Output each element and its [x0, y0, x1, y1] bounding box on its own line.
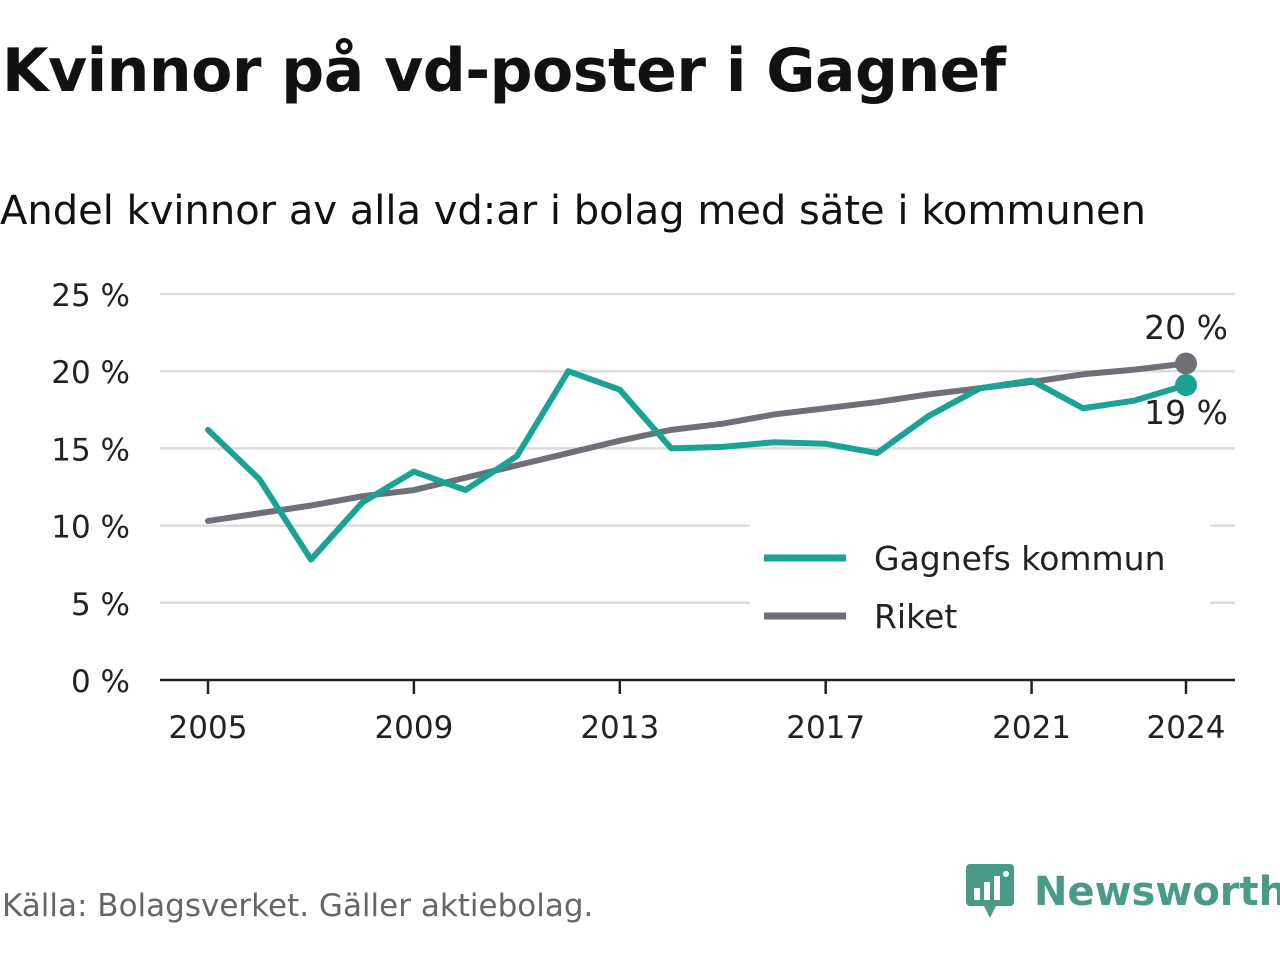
end-label-gagnef: 19 %: [1144, 393, 1228, 432]
chart-subtitle: Andel kvinnor av alla vd:ar i bolag med …: [0, 188, 1146, 234]
legend: Gagnefs kommun Riket: [750, 522, 1210, 648]
x-tick-label: 2021: [992, 710, 1071, 746]
y-tick-label: 5 %: [71, 587, 130, 623]
brand-logo: Newsworthy: [964, 862, 1280, 922]
y-tick-label: 15 %: [51, 432, 130, 468]
x-tick-label: 2013: [580, 710, 659, 746]
axis-layer: 0 % 5 % 10 % 15 % 20 % 25 % 2005 2009 2013 2017 20…: [51, 278, 1235, 746]
end-label-riket: 20 %: [1144, 308, 1228, 347]
newsworthy-logo-icon: [966, 864, 1014, 918]
x-tick-label: 2005: [169, 710, 248, 746]
y-tick-label: 10 %: [51, 510, 130, 546]
series-line-gagnef: [205, 368, 1189, 563]
brand-name: Newsworthy: [1034, 869, 1280, 915]
end-point-riket: [1175, 352, 1197, 375]
chart-title: Kvinnor på vd-poster i Gagnef: [2, 36, 1006, 106]
y-tick-label: 0 %: [71, 664, 130, 700]
legend-label: Gagnefs kommun: [874, 539, 1166, 578]
y-tick-label: 25 %: [51, 278, 130, 314]
end-point-gagnef: [1175, 374, 1197, 397]
label-layer: 19 % 20 %: [1144, 308, 1228, 432]
y-tick-label: 20 %: [51, 355, 130, 391]
legend-label: Riket: [874, 597, 957, 636]
x-tick-label: 2024: [1147, 710, 1226, 746]
source-note: Källa: Bolagsverket. Gäller aktiebolag.: [2, 888, 594, 924]
legend-background: [750, 522, 1210, 648]
x-tick-label: 2017: [786, 710, 865, 746]
series-layer: [205, 352, 1197, 563]
x-tick-label: 2009: [374, 710, 453, 746]
